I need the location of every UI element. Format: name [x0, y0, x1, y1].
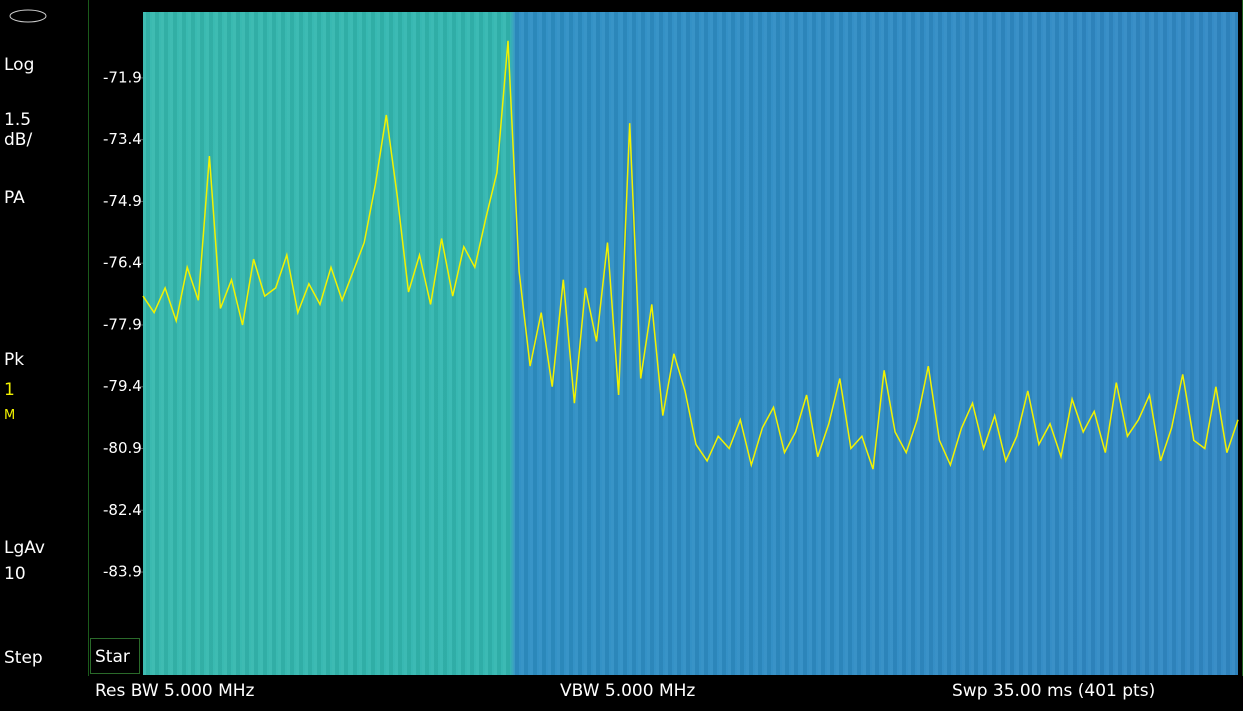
sweep: Swp 35.00 ms (401 pts) [952, 681, 1156, 701]
y-tick-label: -71.9 [103, 68, 142, 86]
y-tick-label: -83.9 [103, 563, 142, 581]
trace-number: 1 [4, 380, 15, 400]
res-bw: Res BW 5.000 MHz [95, 681, 255, 701]
detector: Pk [4, 350, 25, 370]
vbw: VBW 5.000 MHz [560, 681, 696, 701]
scale-unit: dB/ [4, 130, 33, 150]
mode-icon [9, 9, 47, 23]
scale-value: 1.5 [4, 110, 32, 130]
spectrogram-background [143, 12, 1238, 675]
average-type: LgAv [4, 538, 45, 558]
average-count: 10 [4, 564, 26, 584]
trace-mode: M [4, 408, 16, 423]
softkey[interactable]: Star [90, 638, 140, 674]
y-tick-label: -79.4 [103, 377, 142, 395]
trace [142, 40, 1239, 470]
y-tick-label: -74.9 [103, 192, 142, 210]
y-tick-label: -80.9 [103, 439, 142, 457]
y-tick-label: -76.4 [103, 254, 142, 272]
y-tick-label: -73.4 [103, 130, 142, 148]
scale-type: Log [4, 55, 35, 75]
y-tick-label: -82.4 [103, 501, 142, 519]
preamp: PA [4, 188, 25, 208]
y-tick-label: -77.9 [103, 315, 142, 333]
step[interactable]: Step [4, 648, 43, 668]
